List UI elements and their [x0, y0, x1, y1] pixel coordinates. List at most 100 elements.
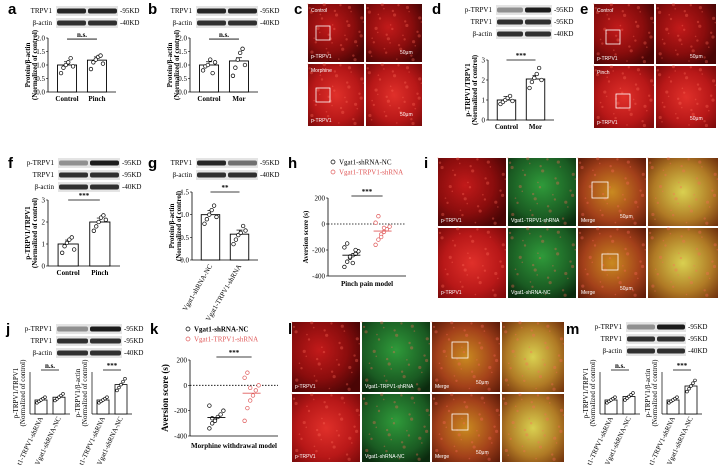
cell-speck: [641, 56, 644, 59]
cell-speck: [538, 445, 543, 449]
cell-speck: [672, 192, 676, 196]
cell-speck: [569, 189, 572, 192]
cell-speck: [468, 186, 472, 189]
cell-speck: [607, 17, 611, 21]
image-label: Merge: [581, 218, 595, 224]
data-point: [212, 60, 218, 65]
cell-speck: [350, 10, 352, 13]
cell-speck: [678, 101, 682, 105]
cell-speck: [647, 157, 649, 159]
data-point: [103, 217, 108, 222]
cell-speck: [553, 436, 557, 440]
blot-band: [197, 8, 226, 14]
y-axis-label: (Normalized of control): [19, 359, 27, 427]
cell-speck: [307, 3, 309, 5]
cell-speck: [365, 63, 367, 65]
cell-speck: [480, 324, 484, 328]
cell-speck: [499, 189, 502, 192]
cell-speck: [400, 441, 404, 444]
cell-speck: [498, 414, 501, 416]
cell-speck: [683, 91, 686, 94]
cell-speck: [626, 60, 628, 62]
cell-speck: [561, 217, 565, 220]
cell-speck: [317, 433, 321, 437]
cell-speck: [404, 20, 407, 23]
cell-speck: [555, 442, 558, 444]
cell-speck: [586, 273, 589, 276]
cell-speck: [396, 58, 398, 60]
cell-speck: [624, 177, 627, 180]
cell-speck: [352, 54, 355, 57]
cell-speck: [578, 231, 582, 235]
cell-speck: [499, 260, 502, 263]
cell-speck: [672, 263, 676, 267]
cell-speck: [309, 71, 313, 75]
significance-label: ***: [516, 52, 527, 60]
cell-speck: [325, 405, 329, 409]
cell-speck: [511, 349, 515, 353]
data-point: [245, 370, 250, 375]
cell-speck: [331, 24, 334, 26]
blot-strip: [56, 336, 122, 346]
cell-speck: [408, 413, 411, 416]
cell-speck: [601, 42, 604, 45]
cell-speck: [658, 115, 662, 120]
cell-speck: [421, 442, 423, 444]
cell-speck: [366, 6, 369, 10]
cell-speck: [616, 228, 619, 231]
cell-speck: [353, 121, 357, 126]
cell-speck: [491, 442, 493, 444]
blot-band: [90, 338, 121, 344]
cell-speck: [358, 342, 361, 345]
cell-speck: [626, 230, 630, 234]
cell-speck: [383, 47, 386, 50]
cell-speck: [705, 104, 709, 108]
blot-band: [525, 7, 551, 13]
cell-speck: [514, 426, 516, 429]
cell-speck: [639, 73, 641, 75]
cell-speck: [367, 71, 371, 75]
cell-speck: [629, 236, 632, 238]
cell-speck: [596, 52, 600, 56]
cell-speck: [629, 166, 632, 168]
cell-speck: [712, 264, 717, 269]
cell-speck: [528, 162, 531, 165]
cell-speck: [391, 9, 395, 13]
cell-speck: [695, 198, 698, 201]
cell-speck: [537, 370, 540, 373]
cell-speck: [418, 365, 422, 370]
cell-speck: [687, 158, 690, 161]
cell-speck: [354, 102, 358, 106]
cell-speck: [655, 65, 657, 67]
cell-speck: [451, 261, 454, 264]
cell-speck: [608, 186, 612, 189]
cell-speck: [469, 235, 472, 238]
blot-band: [657, 324, 685, 330]
cell-speck: [465, 333, 469, 337]
cell-speck: [405, 23, 409, 28]
legend-label: Vgat1-shRNA-NC: [194, 326, 248, 334]
micrograph-zoom: [648, 158, 718, 226]
cell-speck: [514, 268, 517, 271]
cell-speck: [710, 31, 713, 34]
cell-speck: [450, 393, 454, 397]
cell-speck: [507, 384, 510, 386]
cell-speck: [705, 200, 710, 204]
y-tick-label: 3: [42, 197, 46, 205]
cell-speck: [404, 81, 407, 84]
cell-speck: [298, 362, 301, 365]
cell-speck: [474, 221, 477, 224]
cell-speck: [641, 172, 645, 176]
cell-speck: [639, 11, 641, 13]
cell-speck: [389, 42, 391, 44]
cell-speck: [705, 271, 710, 276]
cell-speck: [593, 244, 597, 247]
blot-strip: [496, 17, 552, 27]
y-axis-label: (Normalized of control): [589, 359, 597, 427]
data-point: [61, 65, 66, 70]
cell-speck: [695, 177, 699, 180]
kd-label: -40KD: [260, 19, 279, 27]
cell-speck: [504, 401, 508, 406]
scale-bar-label: 50μm: [690, 116, 703, 122]
cell-speck: [402, 445, 406, 449]
